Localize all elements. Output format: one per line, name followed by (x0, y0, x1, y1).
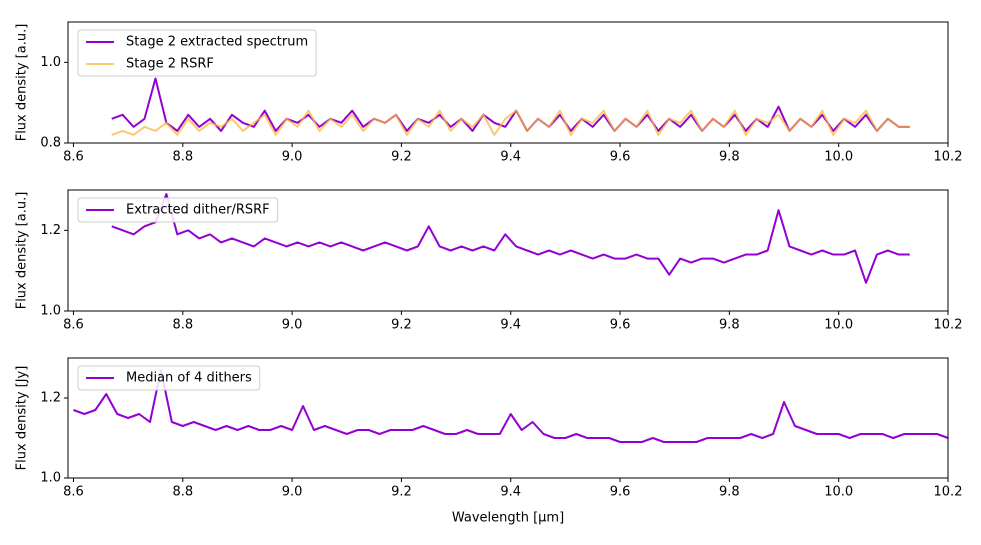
x-tick-label: 8.8 (172, 485, 193, 500)
x-tick-label: 9.6 (610, 318, 631, 333)
spectrum-line (111, 109, 910, 136)
y-axis-label: Flux density [a.u.] (15, 24, 30, 142)
x-tick-label: 9.2 (391, 318, 412, 333)
legend-box (77, 29, 317, 77)
x-tick-label: 9.8 (719, 485, 740, 500)
y-tick-label: 1.0 (40, 304, 61, 319)
legend-box (77, 365, 261, 391)
x-tick-label: 8.8 (172, 318, 193, 333)
y-tick-label: 0.8 (40, 136, 61, 151)
x-tick-label: 10.0 (824, 485, 853, 500)
x-tick-label: 9.0 (282, 318, 303, 333)
x-tick-label: 8.6 (63, 318, 84, 333)
legend-box (77, 197, 279, 223)
x-tick-label: 9.2 (391, 485, 412, 500)
x-tick-label: 8.6 (63, 485, 84, 500)
x-tick-label: 9.6 (610, 150, 631, 165)
y-tick-label: 1.0 (40, 55, 61, 70)
y-axis-label: Flux density [Jy] (15, 366, 30, 471)
x-tick-label: 9.8 (719, 150, 740, 165)
legend-label: Stage 2 RSRF (126, 57, 214, 72)
axes-frame (67, 21, 949, 144)
x-tick-label: 9.4 (500, 485, 521, 500)
spectrum-line (111, 193, 910, 284)
x-tick-label: 10.2 (934, 150, 963, 165)
x-tick-label: 9.0 (282, 150, 303, 165)
axes-frame (67, 189, 949, 312)
y-axis-label: Flux density [a.u.] (15, 192, 30, 310)
y-tick-label: 1.2 (40, 223, 61, 238)
x-tick-label: 8.8 (172, 150, 193, 165)
spectrum-line (73, 369, 948, 443)
x-tick-label: 9.2 (391, 150, 412, 165)
legend-label: Stage 2 extracted spectrum (126, 35, 308, 50)
x-tick-label: 9.6 (610, 485, 631, 500)
x-tick-label: 9.4 (500, 150, 521, 165)
x-tick-label: 9.8 (719, 318, 740, 333)
plot-area (73, 369, 948, 443)
y-tick-label: 1.2 (40, 391, 61, 406)
x-tick-label: 8.6 (63, 150, 84, 165)
axes-frame (67, 357, 949, 479)
plot-area (111, 77, 910, 136)
legend-label: Median of 4 dithers (126, 371, 252, 386)
plot-area (111, 193, 910, 284)
x-tick-label: 9.4 (500, 318, 521, 333)
x-tick-label: 10.2 (934, 318, 963, 333)
x-tick-label: 9.0 (282, 485, 303, 500)
y-tick-label: 1.0 (40, 471, 61, 486)
spectrum-line (111, 77, 910, 132)
x-tick-label: 10.0 (824, 318, 853, 333)
legend-label: Extracted dither/RSRF (126, 203, 270, 218)
x-axis-label: Wavelength [μm] (452, 511, 564, 526)
x-tick-label: 10.2 (934, 485, 963, 500)
x-tick-label: 10.0 (824, 150, 853, 165)
